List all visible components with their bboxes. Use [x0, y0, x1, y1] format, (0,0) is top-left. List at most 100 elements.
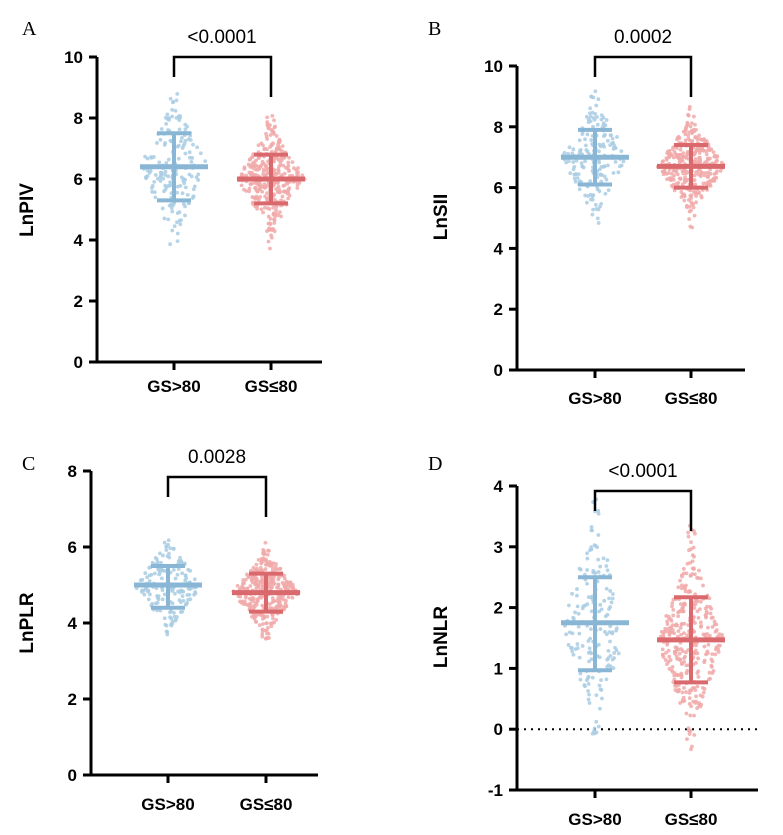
data-point-a-1	[279, 214, 283, 219]
data-point-c-1	[258, 579, 263, 584]
data-point-b-0	[591, 95, 596, 100]
data-point-a-0	[162, 216, 167, 221]
data-point-d-0	[567, 603, 571, 608]
data-point-a-1	[256, 143, 261, 148]
data-point-a-0	[164, 161, 169, 165]
data-point-b-1	[684, 171, 688, 176]
data-point-c-0	[138, 578, 143, 583]
data-point-a-1	[274, 204, 279, 209]
data-point-b-1	[676, 134, 681, 139]
data-point-a-1	[295, 171, 299, 176]
y-tick-label-b-0: 0	[494, 361, 503, 380]
y-tick-label-d-3: 2	[494, 599, 503, 618]
data-point-b-1	[694, 147, 699, 152]
data-point-c-0	[170, 619, 175, 624]
data-point-d-1	[685, 633, 689, 638]
data-point-b-1	[698, 160, 703, 165]
data-point-c-1	[253, 582, 258, 587]
data-point-a-0	[168, 183, 173, 188]
data-point-c-1	[245, 586, 250, 591]
axes-c: 0 2 4 6 8	[68, 462, 318, 785]
data-point-d-0	[604, 677, 609, 682]
data-point-d-0	[589, 657, 594, 662]
data-point-d-0	[596, 570, 601, 574]
data-point-a-0	[187, 155, 192, 160]
data-point-c-0	[143, 571, 148, 576]
data-point-b-0	[586, 194, 591, 198]
data-point-a-0	[161, 176, 166, 181]
data-point-c-1	[259, 595, 264, 600]
data-point-a-0	[183, 127, 188, 132]
data-point-d-1	[700, 685, 705, 690]
data-point-c-1	[290, 595, 295, 600]
data-point-c-1	[250, 614, 254, 619]
data-point-d-1	[707, 596, 712, 601]
data-point-c-1	[271, 616, 275, 621]
data-point-a-0	[190, 196, 195, 200]
data-point-d-1	[693, 572, 697, 577]
data-point-b-1	[698, 137, 703, 142]
data-point-c-0	[183, 573, 188, 578]
data-point-b-1	[685, 151, 690, 156]
data-point-d-0	[604, 564, 609, 568]
data-point-d-1	[710, 625, 715, 629]
data-point-b-0	[591, 124, 595, 129]
data-point-c-1	[263, 540, 268, 545]
data-point-b-1	[714, 159, 718, 164]
data-point-a-0	[163, 187, 168, 192]
data-point-a-0	[152, 179, 157, 184]
data-point-a-0	[152, 190, 157, 195]
data-point-c-0	[140, 588, 144, 593]
data-point-a-0	[196, 172, 201, 177]
data-point-a-0	[167, 117, 171, 122]
data-point-a-1	[277, 147, 282, 152]
data-point-a-0	[175, 190, 179, 195]
data-point-d-1	[675, 673, 680, 678]
data-point-b-1	[660, 159, 665, 164]
data-point-c-1	[262, 552, 266, 557]
data-point-d-0	[590, 731, 595, 736]
data-point-d-1	[676, 585, 681, 590]
data-point-d-1	[709, 657, 714, 662]
data-point-d-0	[586, 689, 590, 693]
data-point-b-1	[685, 123, 690, 128]
data-point-d-1	[667, 654, 672, 659]
data-point-d-0	[594, 719, 599, 724]
data-point-b-0	[602, 164, 607, 169]
data-point-a-0	[168, 138, 173, 143]
data-point-a-1	[249, 170, 254, 175]
data-point-d-1	[664, 651, 668, 655]
data-point-a-0	[166, 217, 171, 222]
data-point-a-0	[183, 213, 187, 218]
y-axis-title-c: LnPLR	[17, 592, 38, 653]
dots-c	[134, 538, 301, 641]
data-point-d-1	[705, 651, 710, 656]
data-point-d-1	[688, 713, 693, 718]
data-point-d-0	[585, 568, 590, 572]
data-point-a-0	[176, 143, 181, 148]
data-point-b-0	[606, 163, 610, 168]
data-point-d-1	[678, 578, 682, 583]
data-point-b-0	[575, 176, 580, 180]
data-point-d-1	[694, 694, 698, 699]
y-tick-label-a-1: 2	[74, 292, 83, 311]
data-point-d-1	[665, 642, 670, 647]
data-point-b-1	[699, 195, 704, 200]
data-point-b-1	[712, 172, 717, 176]
data-point-a-1	[297, 180, 302, 185]
data-point-b-0	[602, 174, 607, 179]
data-point-d-1	[678, 608, 683, 613]
data-point-c-0	[160, 588, 165, 593]
data-point-b-1	[683, 132, 688, 137]
data-point-d-1	[696, 616, 701, 620]
data-point-c-0	[166, 538, 171, 543]
data-point-b-1	[682, 198, 687, 203]
data-point-d-1	[695, 609, 700, 614]
data-point-d-0	[577, 655, 582, 660]
data-point-c-0	[152, 571, 157, 576]
data-point-d-1	[701, 632, 706, 637]
data-point-b-0	[621, 159, 626, 164]
data-point-a-0	[166, 174, 171, 179]
data-point-c-1	[273, 567, 278, 572]
data-point-d-0	[601, 556, 606, 561]
